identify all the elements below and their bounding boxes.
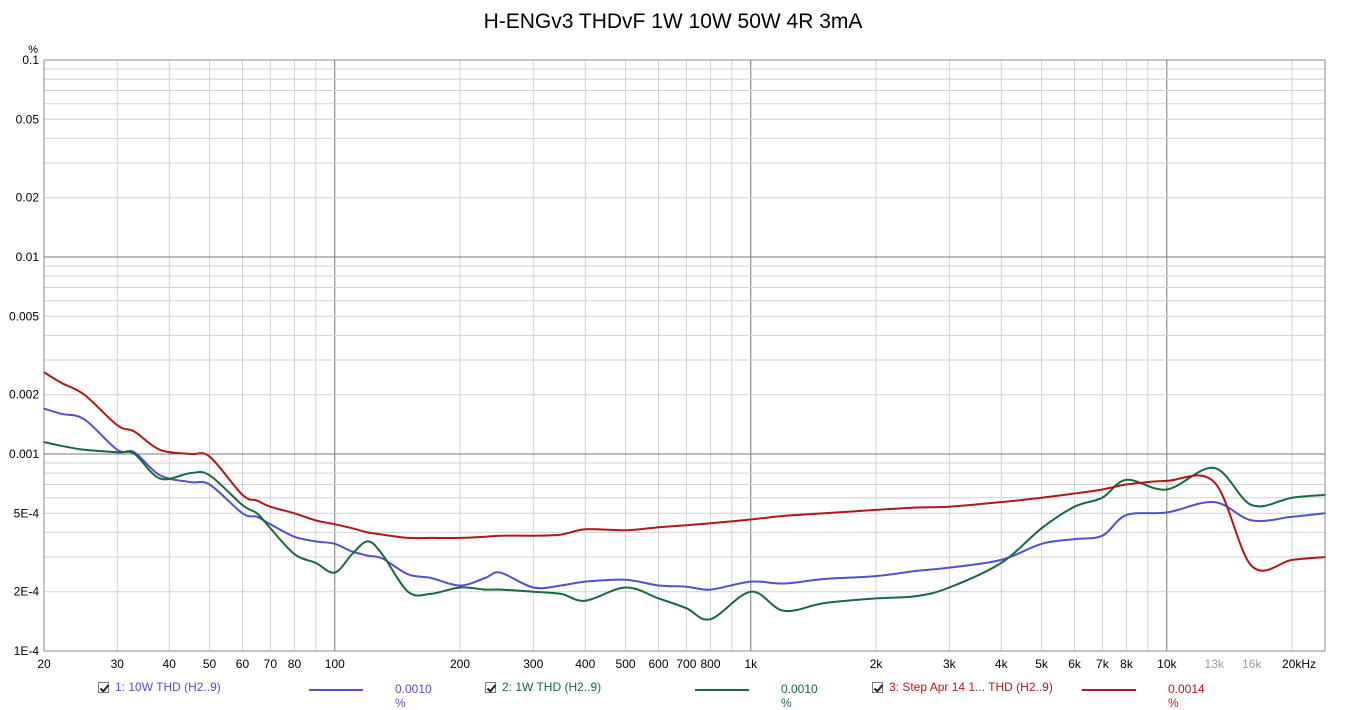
x-tick-label: 100: [325, 657, 345, 671]
y-tick-labels: 0.1 0.05 0.02 0.01 0.005 0.002 0.001 5E-4 2E-4 1E…: [9, 53, 39, 658]
chart-title: H-ENGv3 THDvF 1W 10W 50W 4R 3mA: [483, 10, 863, 33]
x-tick-label: 10k: [1157, 657, 1177, 671]
series-1-value: 0.0010 %: [395, 682, 432, 710]
x-tick-label: 70: [264, 657, 278, 671]
legend-item-series-3[interactable]: 3: Step Apr 14 1... THD (H2..9): [872, 680, 1053, 694]
x-tick-label: 200: [450, 657, 470, 671]
legend-item-series-1[interactable]: 1: 10W THD (H2..9): [98, 680, 221, 694]
x-tick-label: 13k: [1205, 657, 1225, 671]
x-tick-label: 30: [111, 657, 125, 671]
x-tick-label: 50: [203, 657, 217, 671]
series-3-checkbox[interactable]: [872, 681, 883, 693]
series-layer: [43, 371, 1326, 621]
y-tick-label: 1E-4: [14, 644, 40, 658]
y-tick-label: 0.001: [9, 447, 39, 461]
x-tick-label: 800: [700, 657, 720, 671]
series-2-checkbox[interactable]: [485, 681, 496, 693]
series-2-value: 0.0010 %: [781, 682, 818, 710]
y-tick-label: 0.002: [9, 388, 39, 402]
x-tick-labels: 20 30 40 50 60 70 80 100 200 300 400 500 600 700 800 1k…: [37, 657, 1316, 671]
plot-background: [44, 60, 1325, 651]
series-1-line: [43, 407, 1326, 591]
y-tick-label: 0.05: [16, 112, 40, 126]
x-tick-label: 20kHz: [1282, 657, 1316, 671]
y-axis-label: %: [28, 44, 38, 56]
x-tick-label: 5k: [1035, 657, 1049, 671]
legend-item-series-2[interactable]: 2: 1W THD (H2..9): [485, 680, 601, 694]
x-tick-label: 16k: [1242, 657, 1262, 671]
series-1-checkbox[interactable]: [98, 681, 109, 693]
x-tick-label: 60: [236, 657, 250, 671]
series-1-label: 1: 10W THD (H2..9): [115, 680, 221, 694]
series-3-value: 0.0014 %: [1168, 682, 1205, 710]
x-tick-label: 400: [575, 657, 595, 671]
x-tick-label: 40: [163, 657, 177, 671]
x-tick-label: 300: [523, 657, 543, 671]
series-1-swatch: [309, 689, 363, 691]
series-3-line: [43, 371, 1326, 572]
x-tick-label: 1k: [744, 657, 758, 671]
x-tick-label: 80: [288, 657, 302, 671]
x-tick-label: 700: [676, 657, 696, 671]
x-tick-label: 7k: [1096, 657, 1110, 671]
plot-border: [43, 59, 1326, 652]
grid-lines: [43, 59, 1325, 652]
x-tick-label: 600: [648, 657, 668, 671]
y-tick-label: 0.01: [16, 250, 40, 264]
series-3-swatch: [1082, 689, 1136, 691]
x-tick-label: 20: [37, 657, 51, 671]
y-tick-label: 0.005: [9, 309, 39, 323]
x-tick-label: 8k: [1120, 657, 1134, 671]
series-2-swatch: [695, 689, 749, 691]
y-tick-label: 5E-4: [14, 506, 40, 520]
y-tick-label: 0.02: [16, 191, 40, 205]
series-3-label: 3: Step Apr 14 1... THD (H2..9): [889, 680, 1053, 694]
x-tick-label: 4k: [995, 657, 1009, 671]
series-2-line: [43, 441, 1326, 621]
series-2-label: 2: 1W THD (H2..9): [502, 680, 602, 694]
x-tick-label: 6k: [1068, 657, 1082, 671]
x-tick-label: 3k: [943, 657, 957, 671]
x-tick-label: 500: [616, 657, 636, 671]
y-tick-label: 2E-4: [14, 585, 40, 599]
x-tick-label: 2k: [870, 657, 884, 671]
y-tick-label: 0.1: [22, 53, 39, 67]
